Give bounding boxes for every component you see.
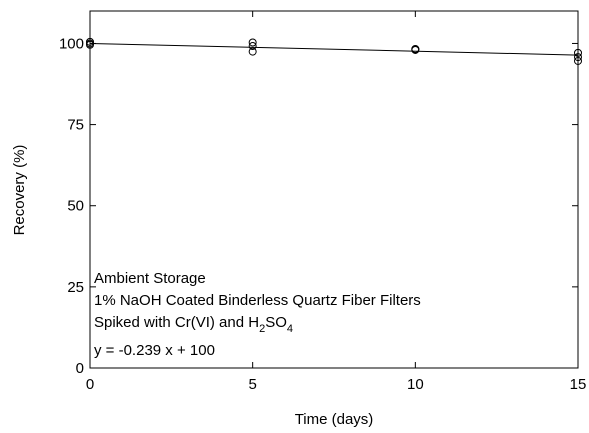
data-point: [574, 48, 582, 57]
data-point: [574, 53, 582, 62]
y-tick-label: 50: [67, 198, 84, 215]
y-tick-label: 100: [59, 35, 84, 52]
data-point: [248, 42, 257, 51]
annotation-line-3-sub-2: 4: [287, 323, 293, 335]
regression-line: [89, 42, 579, 56]
x-tick-label: 15: [570, 376, 587, 393]
y-tick-label: 0: [76, 360, 84, 377]
data-point: [86, 37, 94, 46]
annotation-line-3-mid: SO: [265, 314, 287, 331]
annotation-line-2: 1% NaOH Coated Binderless Quartz Fiber F…: [94, 292, 421, 309]
x-axis-ticks: 0 5 10 15: [86, 11, 587, 393]
data-points: [86, 37, 582, 65]
annotation-line-3: Spiked with Cr(VI) and H2SO4: [94, 314, 293, 335]
data-point: [248, 47, 257, 56]
annotation-block: Ambient Storage 1% NaOH Coated Binderles…: [94, 270, 421, 359]
annotation-line-1: Ambient Storage: [94, 270, 206, 287]
data-point: [411, 45, 420, 54]
data-point: [248, 38, 257, 47]
y-axis-label: Recovery (%): [11, 145, 28, 236]
y-tick-label: 75: [67, 117, 84, 134]
x-tick-label: 10: [407, 376, 424, 393]
annotation-line-3-prefix: Spiked with Cr(VI) and H: [94, 314, 259, 331]
data-point: [574, 56, 582, 65]
x-tick-label: 5: [248, 376, 256, 393]
y-tick-label: 25: [67, 279, 84, 296]
regression-equation: y = -0.239 x + 100: [94, 342, 215, 359]
plot-frame: [89, 10, 579, 369]
x-axis-label: Time (days): [295, 411, 374, 428]
data-point: [86, 40, 94, 49]
annotation-line-3-sub-1: 2: [259, 323, 265, 335]
x-tick-label: 0: [86, 376, 94, 393]
